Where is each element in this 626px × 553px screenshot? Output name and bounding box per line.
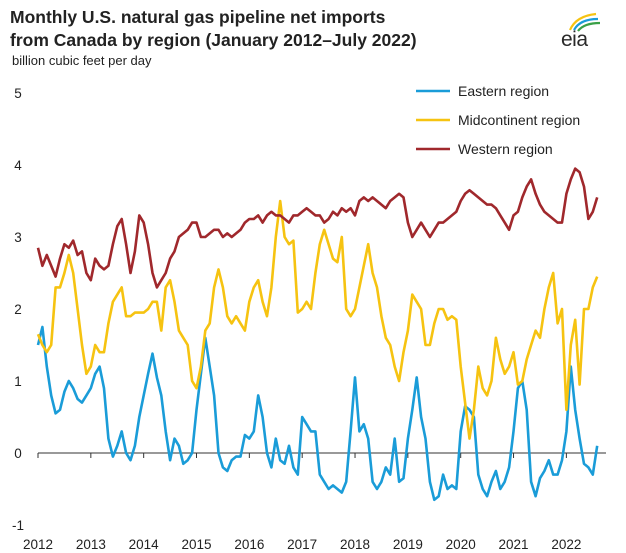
eia-logo-text: eia bbox=[561, 28, 588, 51]
chart-title-line2: from Canada by region (January 2012–July… bbox=[10, 30, 417, 50]
x-tick-label: 2012 bbox=[23, 537, 53, 552]
chart-title-line1: Monthly U.S. natural gas pipeline net im… bbox=[10, 7, 386, 27]
eia-logo: eia bbox=[556, 10, 606, 52]
eia-logo-rays-icon bbox=[568, 12, 601, 32]
y-axis-units: billion cubic feet per day bbox=[12, 53, 152, 68]
y-tick-label: 5 bbox=[14, 86, 22, 101]
x-tick-label: 2015 bbox=[181, 537, 211, 552]
legend-label: Midcontinent region bbox=[458, 112, 580, 128]
legend-label: Western region bbox=[458, 141, 553, 157]
x-tick-label: 2021 bbox=[499, 537, 529, 552]
x-tick-label: 2018 bbox=[340, 537, 370, 552]
x-tick-label: 2014 bbox=[129, 537, 160, 552]
y-tick-label: 3 bbox=[14, 230, 22, 245]
y-tick-label: -1 bbox=[12, 518, 24, 533]
x-tick-label: 2022 bbox=[551, 537, 581, 552]
x-tick-label: 2016 bbox=[234, 537, 264, 552]
y-tick-label: 4 bbox=[14, 158, 22, 173]
y-tick-label: 1 bbox=[14, 374, 22, 389]
x-tick-label: 2017 bbox=[287, 537, 317, 552]
series-line-eastern-region bbox=[36, 325, 599, 502]
series-line-midcontinent-region bbox=[36, 199, 599, 440]
x-tick-label: 2020 bbox=[446, 537, 476, 552]
y-tick-label: 2 bbox=[14, 302, 22, 317]
series-line-western-region bbox=[36, 167, 599, 289]
y-tick-label: 0 bbox=[14, 446, 22, 461]
x-tick-label: 2019 bbox=[393, 537, 423, 552]
chart-title: Monthly U.S. natural gas pipeline net im… bbox=[10, 6, 530, 52]
x-tick-label: 2013 bbox=[76, 537, 106, 552]
legend-label: Eastern region bbox=[458, 83, 549, 99]
